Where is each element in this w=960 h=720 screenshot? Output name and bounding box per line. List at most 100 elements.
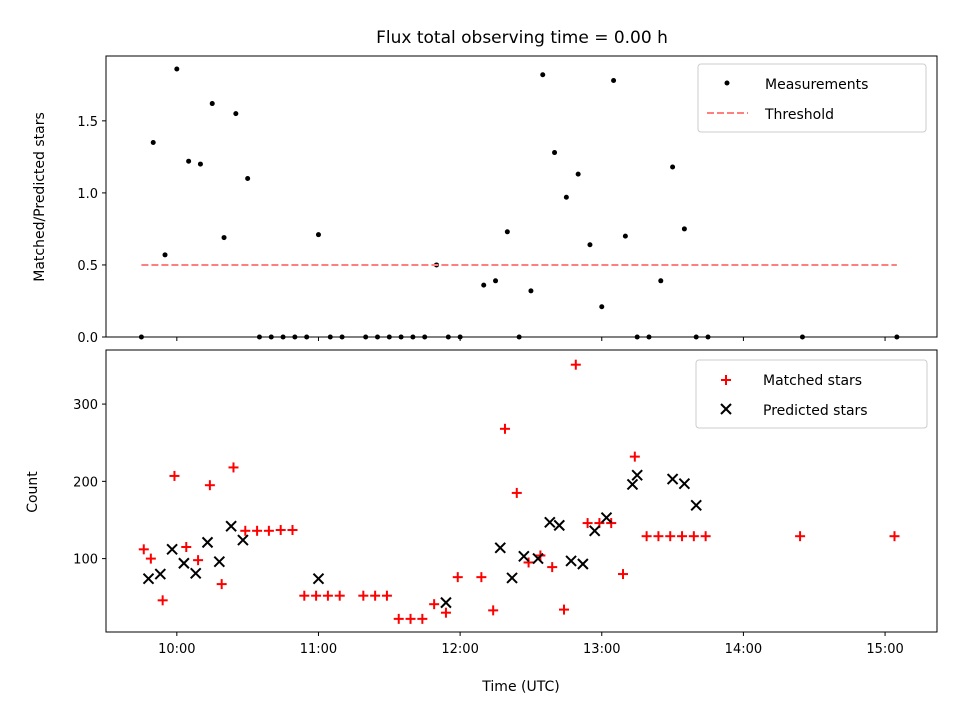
bottom-y-axis-label: Count (25, 471, 41, 513)
y-tick-label: 300 (73, 398, 98, 413)
matched-star-point (629, 451, 640, 462)
y-tick-label: 0.5 (77, 259, 98, 274)
matched-star-point (138, 544, 149, 555)
measurement-point (611, 77, 617, 83)
predicted-star-point (166, 543, 178, 556)
measurement-point (575, 171, 581, 177)
measurement-point (599, 304, 605, 310)
matched-star-point (216, 579, 227, 590)
measurement-point (504, 229, 510, 235)
matched-star-point (228, 462, 239, 473)
x-tick-label: 13:00 (583, 642, 620, 657)
x-tick-label: 14:00 (725, 642, 762, 657)
predicted-star-point (494, 542, 506, 554)
x-tick-label: 12:00 (441, 642, 478, 657)
measurement-point (552, 150, 558, 156)
predicted-star-point (201, 536, 214, 549)
top-legend: Measurements Threshold (697, 63, 927, 133)
predicted-star-point (678, 477, 691, 490)
matched-star-point (606, 518, 617, 529)
predicted-star-point (506, 572, 518, 584)
legend-predicted-label: Predicted stars (763, 403, 868, 419)
y-tick-label: 0.0 (77, 331, 98, 346)
matched-star-point (169, 470, 180, 481)
predicted-star-point (237, 534, 249, 546)
top-plot-frame (105, 55, 938, 338)
matched-star-point (476, 572, 487, 583)
legend-matched-label: Matched stars (763, 373, 862, 389)
measurement-point (681, 226, 687, 232)
matched-star-point (334, 590, 345, 601)
matched-star-point (429, 599, 440, 610)
matched-star-point (311, 590, 322, 601)
measurement-point (622, 233, 628, 239)
predicted-star-point (588, 525, 601, 537)
top-plot-marks (138, 66, 900, 340)
predicted-star-point (142, 572, 155, 585)
top-y-axis-label: Matched/Predicted stars (32, 112, 48, 282)
predicted-star-point (666, 473, 679, 485)
measurement-point (174, 66, 180, 72)
measurement-point (245, 175, 251, 181)
predicted-star-point (178, 557, 190, 569)
top-axis-ticks: 0.0 0.5 1.0 1.5 (77, 115, 886, 346)
measurement-point (563, 194, 569, 200)
matched-star-point (665, 531, 676, 542)
measurement-point (221, 235, 227, 241)
matched-star-point (145, 553, 156, 564)
predicted-star-point (213, 555, 226, 568)
matched-star-point (405, 613, 416, 624)
bottom-axis-ticks: 10:00 11:00 12:00 13:00 14:00 15:00 100 200 300 (73, 398, 904, 657)
matched-star-point (440, 607, 451, 618)
matched-star-point (358, 590, 369, 601)
matched-star-point (417, 613, 428, 624)
matched-star-point (570, 359, 581, 370)
predicted-star-point (154, 568, 167, 580)
measurement-point (493, 278, 499, 284)
legend-threshold-label: Threshold (764, 107, 834, 123)
matched-star-point (499, 423, 510, 434)
predicted-star-point (626, 478, 639, 491)
matched-star-point (523, 557, 534, 568)
predicted-star-point (565, 555, 577, 567)
legend-predicted-marker (720, 403, 732, 415)
matched-star-point (582, 518, 593, 529)
predicted-star-point (225, 520, 237, 532)
legend-measurements-label: Measurements (765, 77, 868, 93)
matched-star-point (889, 531, 900, 542)
measurement-point (481, 282, 487, 288)
measurement-point (197, 161, 203, 167)
matched-star-point (299, 590, 310, 601)
bottom-legend-box (695, 359, 928, 429)
matched-star-point (193, 555, 204, 566)
matched-star-point (618, 569, 629, 580)
matched-star-point (488, 605, 499, 616)
matched-star-point (677, 531, 688, 542)
matched-star-point (558, 604, 569, 615)
count-panel: Count Time (UTC) 10:00 11:00 12:00 13:00 14:… (25, 349, 938, 695)
matched-star-point (641, 531, 652, 542)
predicted-star-point (553, 519, 565, 532)
y-tick-label: 1.0 (77, 187, 98, 202)
x-axis-label: Time (UTC) (481, 679, 559, 695)
legend-measurements-marker (724, 80, 730, 86)
measurement-point (540, 72, 546, 78)
y-tick-label: 200 (73, 475, 98, 490)
matched-star-point (511, 487, 522, 498)
bottom-plot-frame (105, 349, 938, 633)
matched-star-point (547, 562, 558, 573)
x-tick-label: 11:00 (300, 642, 337, 657)
matched-star-point (263, 525, 274, 536)
matched-star-point (204, 480, 215, 491)
matched-star-point (688, 531, 699, 542)
measurement-point (315, 232, 321, 238)
matched-star-point (240, 525, 251, 536)
predicted-star-point (312, 572, 325, 585)
matched-star-point (252, 525, 263, 536)
predicted-star-point (577, 558, 589, 570)
predicted-star-point (532, 552, 544, 565)
matched-star-point (381, 590, 392, 601)
measurement-point (528, 288, 534, 294)
predicted-star-point (600, 511, 613, 524)
